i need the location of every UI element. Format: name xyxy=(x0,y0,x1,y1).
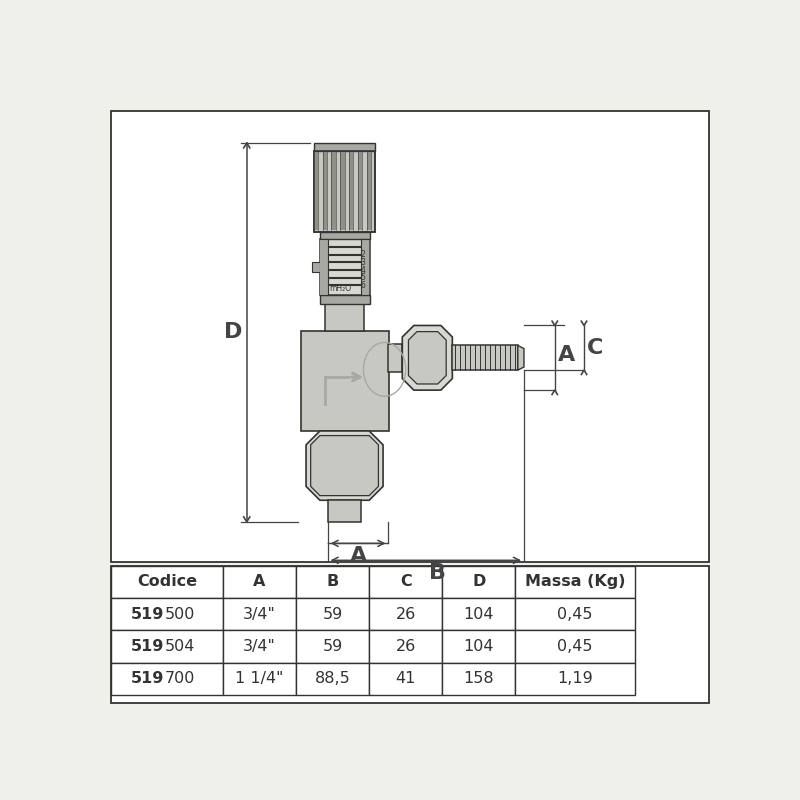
Text: A: A xyxy=(558,345,575,365)
Bar xyxy=(111,662,223,695)
Bar xyxy=(314,150,375,231)
Text: D: D xyxy=(224,322,242,342)
Bar xyxy=(320,239,328,294)
Bar xyxy=(296,566,369,598)
Bar xyxy=(223,630,296,662)
Bar xyxy=(223,566,296,598)
Text: 700: 700 xyxy=(165,671,195,686)
Text: 41: 41 xyxy=(395,671,416,686)
Text: B: B xyxy=(326,574,338,590)
Bar xyxy=(312,262,320,272)
Bar xyxy=(111,566,223,598)
Bar xyxy=(369,566,442,598)
Bar xyxy=(369,662,442,695)
Text: 519: 519 xyxy=(130,671,164,686)
Text: 0,45: 0,45 xyxy=(558,639,593,654)
Polygon shape xyxy=(518,346,524,370)
Bar xyxy=(369,630,442,662)
Bar xyxy=(369,598,442,630)
Bar xyxy=(111,598,223,630)
Text: 3/4": 3/4" xyxy=(243,606,276,622)
Text: 59: 59 xyxy=(322,606,342,622)
Bar xyxy=(320,231,370,239)
Bar xyxy=(296,662,369,695)
Text: B: B xyxy=(429,562,446,582)
Text: A: A xyxy=(350,546,366,566)
Text: D: D xyxy=(472,574,486,590)
Text: C: C xyxy=(400,574,412,590)
Text: Codice: Codice xyxy=(137,574,197,590)
Bar xyxy=(515,630,635,662)
Text: 2: 2 xyxy=(361,250,366,259)
Bar xyxy=(442,598,515,630)
Polygon shape xyxy=(402,326,452,390)
Bar xyxy=(331,152,336,230)
Text: 3/4": 3/4" xyxy=(243,639,276,654)
Bar xyxy=(296,598,369,630)
Text: C: C xyxy=(586,338,603,358)
Bar xyxy=(320,294,370,304)
Bar xyxy=(111,566,709,702)
Bar xyxy=(223,598,296,630)
Bar xyxy=(442,630,515,662)
Text: 1 1/4": 1 1/4" xyxy=(235,671,284,686)
Bar xyxy=(328,500,362,522)
Bar xyxy=(389,344,402,372)
Bar xyxy=(442,566,515,598)
Text: 500: 500 xyxy=(165,606,195,622)
Bar xyxy=(223,662,296,695)
Text: 504: 504 xyxy=(165,639,195,654)
Polygon shape xyxy=(409,332,446,384)
Bar xyxy=(515,566,635,598)
Bar xyxy=(111,111,709,562)
Text: 26: 26 xyxy=(396,639,416,654)
Bar xyxy=(349,152,354,230)
Text: 3: 3 xyxy=(361,258,366,267)
Text: Massa (Kg): Massa (Kg) xyxy=(525,574,626,590)
Bar xyxy=(515,662,635,695)
Bar xyxy=(442,662,515,695)
Bar xyxy=(296,630,369,662)
Bar xyxy=(111,630,223,662)
Bar xyxy=(452,346,518,370)
Bar xyxy=(366,152,371,230)
Text: 5: 5 xyxy=(361,274,366,282)
Bar xyxy=(314,143,375,150)
Polygon shape xyxy=(306,431,383,500)
Bar xyxy=(322,152,327,230)
Bar xyxy=(326,304,364,331)
Text: 4: 4 xyxy=(361,266,366,274)
Text: 26: 26 xyxy=(396,606,416,622)
Bar xyxy=(314,152,318,230)
Text: 6: 6 xyxy=(361,281,366,290)
Bar xyxy=(362,239,369,294)
Bar xyxy=(515,598,635,630)
Bar xyxy=(320,239,370,294)
Bar xyxy=(314,150,375,231)
Text: 104: 104 xyxy=(464,639,494,654)
Bar xyxy=(301,331,390,431)
Bar xyxy=(358,152,362,230)
Text: 0,45: 0,45 xyxy=(558,606,593,622)
Polygon shape xyxy=(310,435,378,496)
Text: 158: 158 xyxy=(464,671,494,686)
Text: 519: 519 xyxy=(130,606,164,622)
Bar xyxy=(340,152,345,230)
Text: 519: 519 xyxy=(130,639,164,654)
Text: 88,5: 88,5 xyxy=(314,671,350,686)
Text: 59: 59 xyxy=(322,639,342,654)
Text: mH₂O: mH₂O xyxy=(329,284,351,293)
Text: 1,19: 1,19 xyxy=(558,671,593,686)
Text: 104: 104 xyxy=(464,606,494,622)
Text: A: A xyxy=(254,574,266,590)
